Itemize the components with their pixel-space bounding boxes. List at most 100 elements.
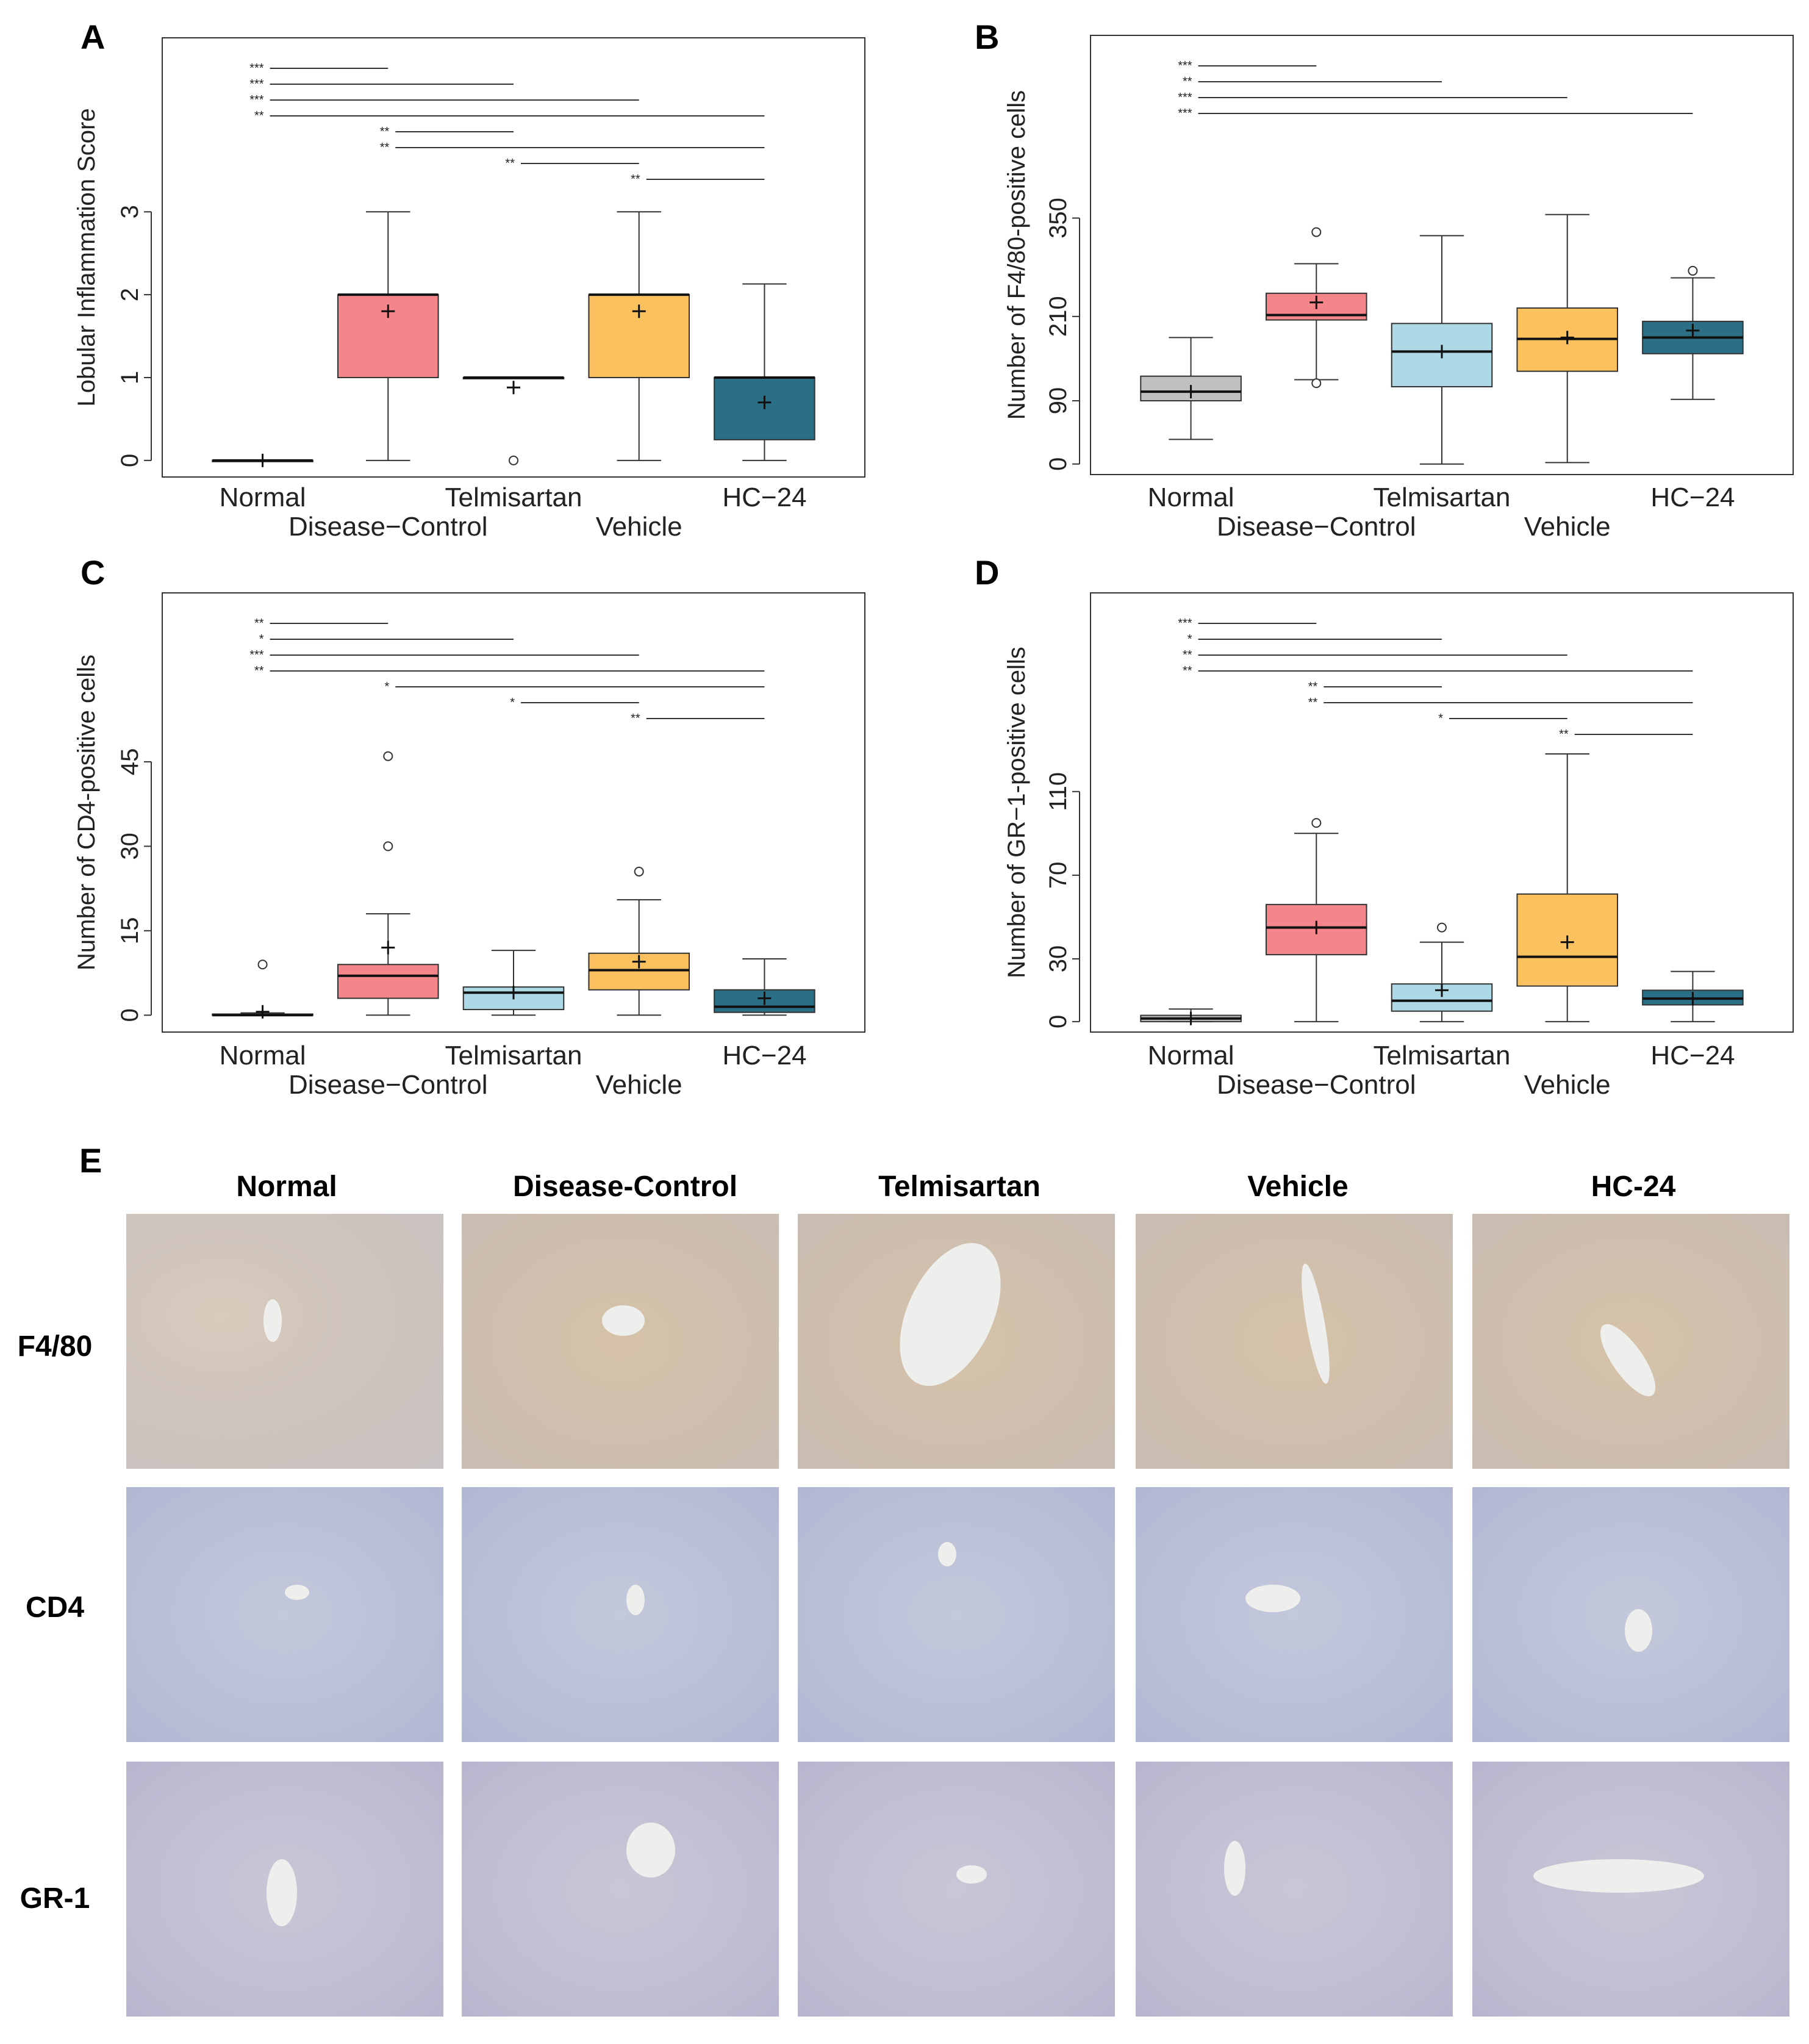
y-tick-label: 70 bbox=[1045, 862, 1072, 889]
y-tick-label: 90 bbox=[1045, 387, 1072, 415]
panel-label-b: B bbox=[975, 18, 999, 56]
x-category-label: HC−24 bbox=[722, 1041, 806, 1070]
micrograph-cd4-disease-control bbox=[462, 1487, 779, 1742]
micrograph-f480-hc24 bbox=[1472, 1214, 1789, 1469]
significance-label: *** bbox=[1178, 107, 1192, 120]
micrograph-f480-vehicle bbox=[1136, 1214, 1453, 1469]
outlier-point bbox=[1688, 265, 1698, 276]
micrograph-gr1-disease-control bbox=[462, 1762, 779, 2017]
outlier-point bbox=[634, 866, 644, 877]
y-axis-title: Number of GR−1-positive cells bbox=[1003, 647, 1030, 978]
x-category-label: Vehicle bbox=[1524, 512, 1611, 542]
significance-label: ** bbox=[254, 617, 264, 630]
box-0 bbox=[1140, 1008, 1242, 1025]
box-body bbox=[588, 952, 690, 991]
plot-frame bbox=[1090, 592, 1794, 1033]
box-2 bbox=[1391, 235, 1493, 465]
panel-label-e: E bbox=[79, 1141, 102, 1180]
outlier-point bbox=[1311, 378, 1322, 389]
y-tick-label: 210 bbox=[1045, 296, 1072, 337]
histology-column-disease-control: Disease-Control bbox=[512, 1171, 738, 1203]
y-tick-label: 30 bbox=[116, 833, 143, 860]
significance-label: ** bbox=[1183, 648, 1192, 662]
significance-label: * bbox=[1438, 712, 1443, 725]
significance-label: ** bbox=[380, 141, 390, 154]
significance-label: ** bbox=[1183, 75, 1192, 88]
x-category-label: HC−24 bbox=[722, 482, 806, 512]
x-category-label: Normal bbox=[1148, 1041, 1234, 1070]
x-category-label: Normal bbox=[220, 1041, 306, 1070]
x-category-label: Disease−Control bbox=[288, 512, 488, 542]
x-category-label: Telmisartan bbox=[445, 482, 582, 512]
box-4 bbox=[1642, 970, 1744, 1022]
box-3 bbox=[1516, 213, 1618, 464]
box-2 bbox=[462, 376, 565, 465]
box-1 bbox=[337, 211, 439, 461]
y-tick-label: 1 bbox=[116, 371, 143, 384]
outlier-point bbox=[383, 841, 393, 852]
significance-label: *** bbox=[249, 62, 264, 75]
histology-column-vehicle: Vehicle bbox=[1247, 1171, 1349, 1203]
significance-label: ** bbox=[505, 157, 515, 170]
y-axis-title: Number of F4/80-positive cells bbox=[1003, 90, 1030, 420]
plot-frame bbox=[162, 37, 865, 478]
y-tick-label: 0 bbox=[1045, 457, 1072, 471]
significance-label: *** bbox=[1178, 617, 1192, 630]
y-tick-label: 30 bbox=[1045, 945, 1072, 973]
chart-panel-c: 0 15 30 45 Number of CD4-positive cells Norma… bbox=[73, 592, 865, 1100]
significance-label: ** bbox=[254, 664, 264, 678]
histology-row-cd4: CD4 bbox=[25, 1591, 85, 1624]
significance-label: *** bbox=[249, 648, 264, 662]
significance-label: ** bbox=[1183, 664, 1192, 678]
y-tick-label: 3 bbox=[116, 205, 143, 218]
chart-panel-b: 0 90 210 350 Number of F4/80-positive cells N… bbox=[1003, 35, 1794, 542]
y-tick-label: 45 bbox=[116, 748, 143, 776]
y-tick-label: 0 bbox=[1045, 1015, 1072, 1028]
micrograph-f480-normal bbox=[126, 1214, 443, 1469]
outlier-point bbox=[1437, 922, 1447, 933]
significance-label: * bbox=[510, 696, 515, 709]
x-category-label: Telmisartan bbox=[445, 1041, 582, 1070]
x-category-label: Disease−Control bbox=[288, 1070, 488, 1100]
significance-label: ** bbox=[380, 125, 390, 138]
panel-label-d: D bbox=[975, 553, 999, 592]
x-category-label: Normal bbox=[1148, 482, 1234, 512]
outlier-point bbox=[1311, 818, 1322, 828]
box-3 bbox=[588, 211, 690, 461]
significance-label: ** bbox=[1308, 680, 1318, 694]
y-tick-label: 0 bbox=[116, 1008, 143, 1022]
box-3 bbox=[1516, 753, 1618, 1022]
y-axis-title: Lobular Inflammation Score bbox=[73, 108, 100, 406]
box-0 bbox=[212, 959, 313, 1019]
x-category-label: Normal bbox=[220, 482, 306, 512]
plot-frame bbox=[162, 592, 865, 1033]
significance-label: * bbox=[384, 680, 389, 694]
y-tick-label: 110 bbox=[1045, 772, 1072, 811]
significance-label: ** bbox=[631, 173, 640, 186]
significance-label: *** bbox=[1178, 59, 1192, 73]
box-4 bbox=[1642, 265, 1744, 400]
x-category-label: Disease−Control bbox=[1217, 1070, 1416, 1100]
micrograph-f480-disease-control bbox=[462, 1214, 779, 1469]
significance-label: ** bbox=[1559, 728, 1569, 741]
plot-frame bbox=[1090, 35, 1794, 475]
box-plot-figure: A B C D 0 1 2 3 Lobular Inflammation Score No… bbox=[73, 18, 1794, 1100]
significance-label: ** bbox=[254, 109, 264, 123]
outlier-point bbox=[509, 455, 518, 465]
micrograph-gr1-hc24 bbox=[1472, 1762, 1789, 2017]
y-axis-title: Number of CD4-positive cells bbox=[73, 654, 100, 970]
y-tick-label: 15 bbox=[116, 917, 143, 945]
significance-label: ** bbox=[1308, 696, 1318, 709]
significance-label: * bbox=[259, 633, 264, 646]
significance-label: *** bbox=[249, 93, 264, 107]
micrograph-cd4-hc24 bbox=[1472, 1487, 1789, 1742]
outlier-point bbox=[1311, 227, 1322, 237]
box-1 bbox=[337, 751, 439, 1016]
box-4 bbox=[714, 283, 815, 461]
box-4 bbox=[714, 958, 815, 1016]
box-1 bbox=[1266, 227, 1367, 389]
box-1 bbox=[1266, 818, 1367, 1022]
micrograph-cd4-telmisartan bbox=[798, 1487, 1115, 1742]
outlier-point bbox=[383, 751, 393, 761]
y-tick-label: 0 bbox=[116, 454, 143, 467]
